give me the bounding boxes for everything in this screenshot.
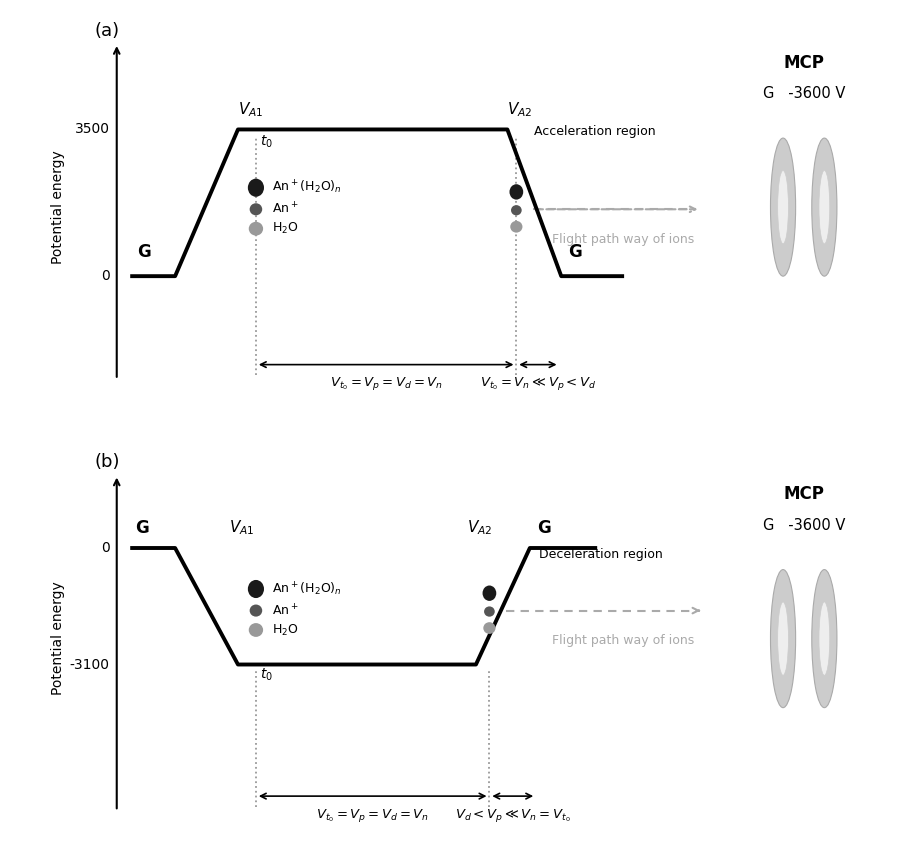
Ellipse shape <box>819 171 830 244</box>
Text: G: G <box>537 520 550 537</box>
Text: $V_{A2}$: $V_{A2}$ <box>507 100 533 119</box>
Text: G: G <box>137 243 151 261</box>
Text: H$_2$O: H$_2$O <box>272 622 299 638</box>
Ellipse shape <box>770 570 796 708</box>
Ellipse shape <box>812 570 837 708</box>
Text: -3100: -3100 <box>69 658 110 671</box>
Text: G: G <box>568 243 582 261</box>
Text: (a): (a) <box>94 22 119 40</box>
Text: Acceleration region: Acceleration region <box>534 125 656 138</box>
Ellipse shape <box>249 623 263 637</box>
Text: $V_{A2}$: $V_{A2}$ <box>467 519 492 537</box>
Text: $V_d < V_p \ll V_n = V_{t_0}$: $V_d < V_p \ll V_n = V_{t_0}$ <box>455 807 570 824</box>
Ellipse shape <box>770 138 796 276</box>
Text: G: G <box>135 520 148 537</box>
Ellipse shape <box>248 580 264 598</box>
Text: 3500: 3500 <box>75 123 110 136</box>
Ellipse shape <box>250 605 262 616</box>
Ellipse shape <box>510 221 523 233</box>
Text: G   -3600 V: G -3600 V <box>762 518 845 532</box>
Text: $V_{A1}$: $V_{A1}$ <box>238 100 263 119</box>
Text: Flight path way of ions: Flight path way of ions <box>552 634 694 647</box>
Text: MCP: MCP <box>783 54 824 72</box>
Text: (b): (b) <box>94 453 119 471</box>
Text: $V_{t_0} = V_p = V_d = V_n$: $V_{t_0} = V_p = V_d = V_n$ <box>330 375 443 393</box>
Text: $V_{A1}$: $V_{A1}$ <box>229 519 254 537</box>
Text: Potential energy: Potential energy <box>51 582 66 696</box>
Ellipse shape <box>250 204 262 216</box>
Text: An$^+$: An$^+$ <box>272 603 299 618</box>
Ellipse shape <box>819 602 830 675</box>
Ellipse shape <box>483 622 496 634</box>
Text: $t_0$: $t_0$ <box>260 666 273 683</box>
Text: Deceleration region: Deceleration region <box>539 548 663 561</box>
Ellipse shape <box>778 171 788 244</box>
Text: An$^+$(H$_2$O)$_n$: An$^+$(H$_2$O)$_n$ <box>272 580 342 598</box>
Ellipse shape <box>484 607 495 617</box>
Ellipse shape <box>248 179 264 197</box>
Ellipse shape <box>249 222 263 236</box>
Text: $V_{t_0} = V_n\ll V_p<V_d$: $V_{t_0} = V_n\ll V_p<V_d$ <box>480 375 596 393</box>
Text: Flight path way of ions: Flight path way of ions <box>552 233 694 246</box>
Ellipse shape <box>482 585 497 601</box>
Text: G   -3600 V: G -3600 V <box>762 86 845 101</box>
Text: An$^+$(H$_2$O)$_n$: An$^+$(H$_2$O)$_n$ <box>272 179 342 197</box>
Ellipse shape <box>812 138 837 276</box>
Ellipse shape <box>511 205 522 216</box>
Text: $V_{t_0}=V_p=V_d=V_n$: $V_{t_0}=V_p=V_d=V_n$ <box>316 807 429 824</box>
Text: An$^+$: An$^+$ <box>272 202 299 217</box>
Ellipse shape <box>509 184 524 199</box>
Text: MCP: MCP <box>783 485 824 503</box>
Text: 0: 0 <box>101 269 110 283</box>
Text: $t_0$: $t_0$ <box>260 134 273 150</box>
Text: Potential energy: Potential energy <box>51 150 66 264</box>
Text: 0: 0 <box>101 541 110 555</box>
Text: H$_2$O: H$_2$O <box>272 221 299 236</box>
Ellipse shape <box>778 602 788 675</box>
